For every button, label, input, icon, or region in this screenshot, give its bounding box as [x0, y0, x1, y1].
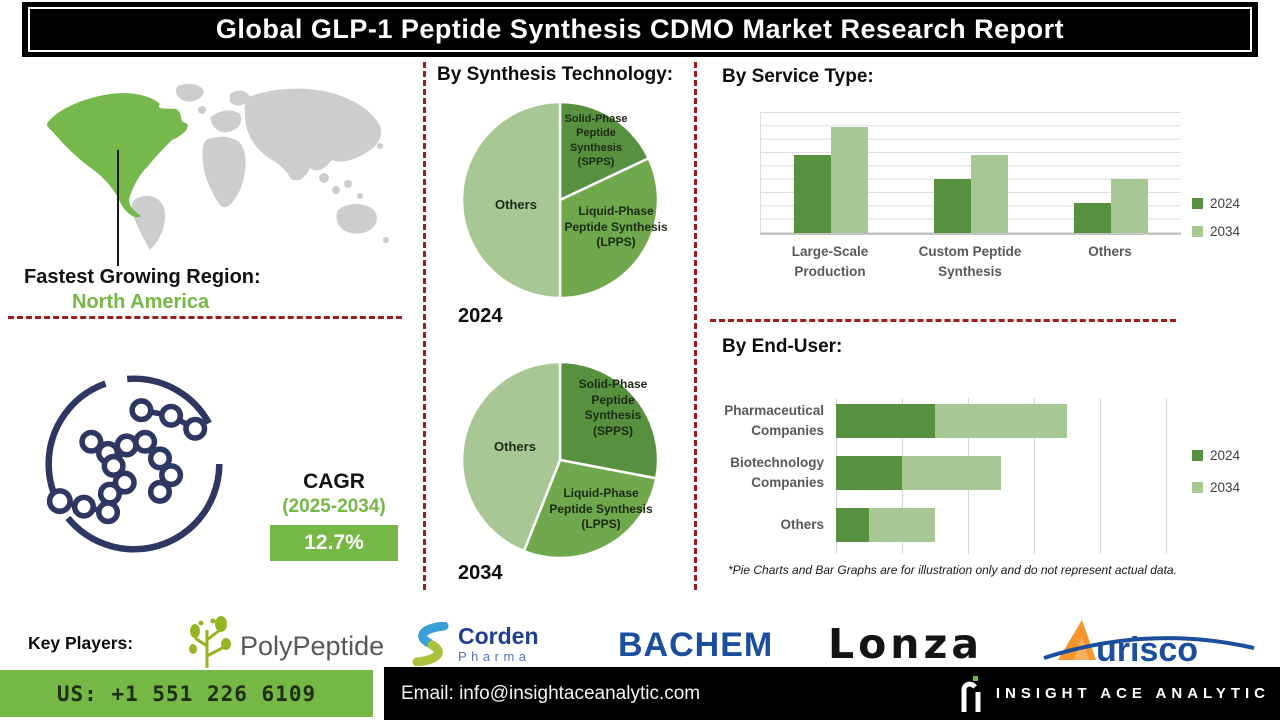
legend-label-2024: 2024	[1210, 448, 1241, 463]
pie-slice-1	[558, 157, 660, 300]
pie-chart-2024	[460, 100, 660, 300]
header-bar: Global GLP-1 Peptide Synthesis CDMO Mark…	[22, 2, 1258, 57]
pie-2034-label-spps: Solid-Phase Peptide Synthesis (SPPS)	[578, 377, 648, 438]
corden-pharma-icon	[412, 622, 449, 666]
end-user-bar-2034-1	[902, 456, 1001, 490]
south-america-shape	[131, 195, 166, 250]
service-bar-2024-2	[1074, 203, 1111, 233]
polypeptide-logo: PolyPeptide	[186, 616, 384, 670]
map-pointer-line	[117, 150, 119, 266]
pie-2024-label-lpps: Liquid-Phase Peptide Synthesis (LPPS)	[564, 204, 668, 250]
australia-shape	[336, 204, 377, 234]
legend-label-2034: 2034	[1210, 480, 1241, 495]
cagr-period: (2025-2034)	[282, 496, 386, 517]
service-bar-2024-1	[934, 179, 971, 233]
service-bar-2034-0	[831, 127, 868, 233]
end-user-legend-2024: 2024	[1192, 448, 1240, 463]
middle-right-dashed-divider	[694, 62, 697, 590]
header-border-frame: Global GLP-1 Peptide Synthesis CDMO Mark…	[28, 7, 1252, 52]
section-title-end-user: By End-User:	[722, 336, 843, 357]
left-dashed-divider	[8, 316, 402, 319]
corden-pharma-logo: Corden Pharma	[410, 622, 539, 666]
pie-chart-2034	[460, 360, 660, 560]
africa-shape	[202, 136, 246, 208]
service-type-chart-plot	[760, 112, 1181, 235]
insight-ace-icon	[961, 675, 981, 712]
pie-slice-0	[558, 360, 660, 480]
end-user-bar-2034-2	[869, 508, 935, 542]
europe-shape	[210, 110, 242, 133]
footer-phone: US: +1 551 226 6109	[0, 670, 373, 717]
pie-year-2024: 2024	[458, 305, 503, 327]
aurisco-logo: urisco	[1040, 614, 1258, 672]
legend-swatch-2034	[1192, 482, 1203, 493]
service-bar-2034-2	[1111, 179, 1148, 233]
section-title-synthesis: By Synthesis Technology:	[437, 64, 674, 85]
pharma-text: Pharma	[458, 649, 531, 664]
brand-block: INSIGHT ACE ANALYTIC	[958, 667, 1270, 720]
service-legend-2024: 2024	[1192, 196, 1240, 211]
peptide-molecule-icon	[45, 375, 223, 553]
cagr-value-badge: 12.7%	[270, 525, 398, 561]
asia-shape	[244, 88, 382, 181]
pie-year-2034: 2034	[458, 562, 503, 584]
end-user-category-label: Pharmaceutical Companies	[724, 403, 824, 438]
service-legend-2034: 2034	[1192, 224, 1240, 239]
pie-2034-label-others: Others	[494, 439, 536, 454]
greenland-shape	[175, 84, 204, 102]
legend-swatch-2024	[1192, 450, 1203, 461]
end-user-chart-plot	[836, 398, 1167, 554]
end-user-bar-2024-2	[836, 508, 869, 542]
end-user-bar-2034-0	[935, 404, 1067, 438]
end-user-legend-2034: 2034	[1192, 480, 1240, 495]
pie-slice-2	[460, 360, 562, 553]
service-category-label: Custom Peptide Synthesis	[918, 244, 1022, 280]
lonza-logo: Lonza	[828, 620, 984, 668]
end-user-category-labels: Pharmaceutical Companies Biotechnology Co…	[698, 398, 824, 558]
world-map	[46, 84, 389, 250]
corden-text: Corden	[458, 623, 539, 649]
end-user-category-label: Biotechnology Companies	[730, 455, 824, 490]
illustration-disclaimer-note: *Pie Charts and Bar Graphs are for illus…	[728, 563, 1177, 577]
legend-label-2034: 2034	[1210, 224, 1241, 239]
polypeptide-wordmark: PolyPeptide	[240, 630, 385, 661]
page-title: Global GLP-1 Peptide Synthesis CDMO Mark…	[215, 14, 1065, 44]
end-user-category-label: Others	[780, 517, 824, 533]
middle-left-dashed-divider	[423, 62, 426, 590]
cagr-label: CAGR	[303, 470, 365, 493]
footer-email: Email: info@insightaceanalytic.com	[401, 682, 701, 704]
service-category-label: Large-Scale Production	[791, 244, 869, 280]
bachem-logo: BACHEM	[618, 626, 774, 664]
pie-slice-0	[558, 100, 650, 202]
service-category-label: Others	[1088, 244, 1132, 259]
section-title-service: By Service Type:	[722, 66, 874, 87]
cagr-block: CAGR (2025-2034) 12.7%	[270, 470, 398, 561]
end-user-bar-2024-0	[836, 404, 935, 438]
right-dashed-divider	[710, 319, 1176, 322]
brand-name: INSIGHT ACE ANALYTIC	[995, 685, 1270, 702]
pie-2024-label-others: Others	[495, 197, 537, 212]
pie-slice-2	[460, 100, 562, 300]
region-value: North America	[72, 291, 210, 313]
pie-2024-label-spps: Solid-Phase Peptide Synthesis (SPPS)	[564, 113, 628, 168]
legend-swatch-2024	[1192, 198, 1203, 209]
service-bar-2024-0	[794, 155, 831, 233]
region-label: Fastest Growing Region:	[24, 266, 261, 288]
pie-slice-1	[522, 458, 658, 560]
key-players-label: Key Players:	[28, 633, 134, 653]
legend-label-2024: 2024	[1210, 196, 1241, 211]
legend-swatch-2034	[1192, 226, 1203, 237]
polypeptide-icon	[189, 616, 231, 668]
service-type-category-labels: Large-Scale Production Custom Peptide Syn…	[760, 242, 1180, 292]
pie-2034-label-lpps: Liquid-Phase Peptide Synthesis (LPPS)	[549, 486, 653, 532]
aurisco-wordmark: urisco	[1043, 620, 1255, 669]
corden-pharma-wordmark: Corden Pharma	[458, 623, 539, 664]
footer-bar: Email: info@insightaceanalytic.com INSIG…	[384, 667, 1280, 720]
service-bar-2034-1	[971, 155, 1008, 233]
end-user-bar-2024-1	[836, 456, 902, 490]
